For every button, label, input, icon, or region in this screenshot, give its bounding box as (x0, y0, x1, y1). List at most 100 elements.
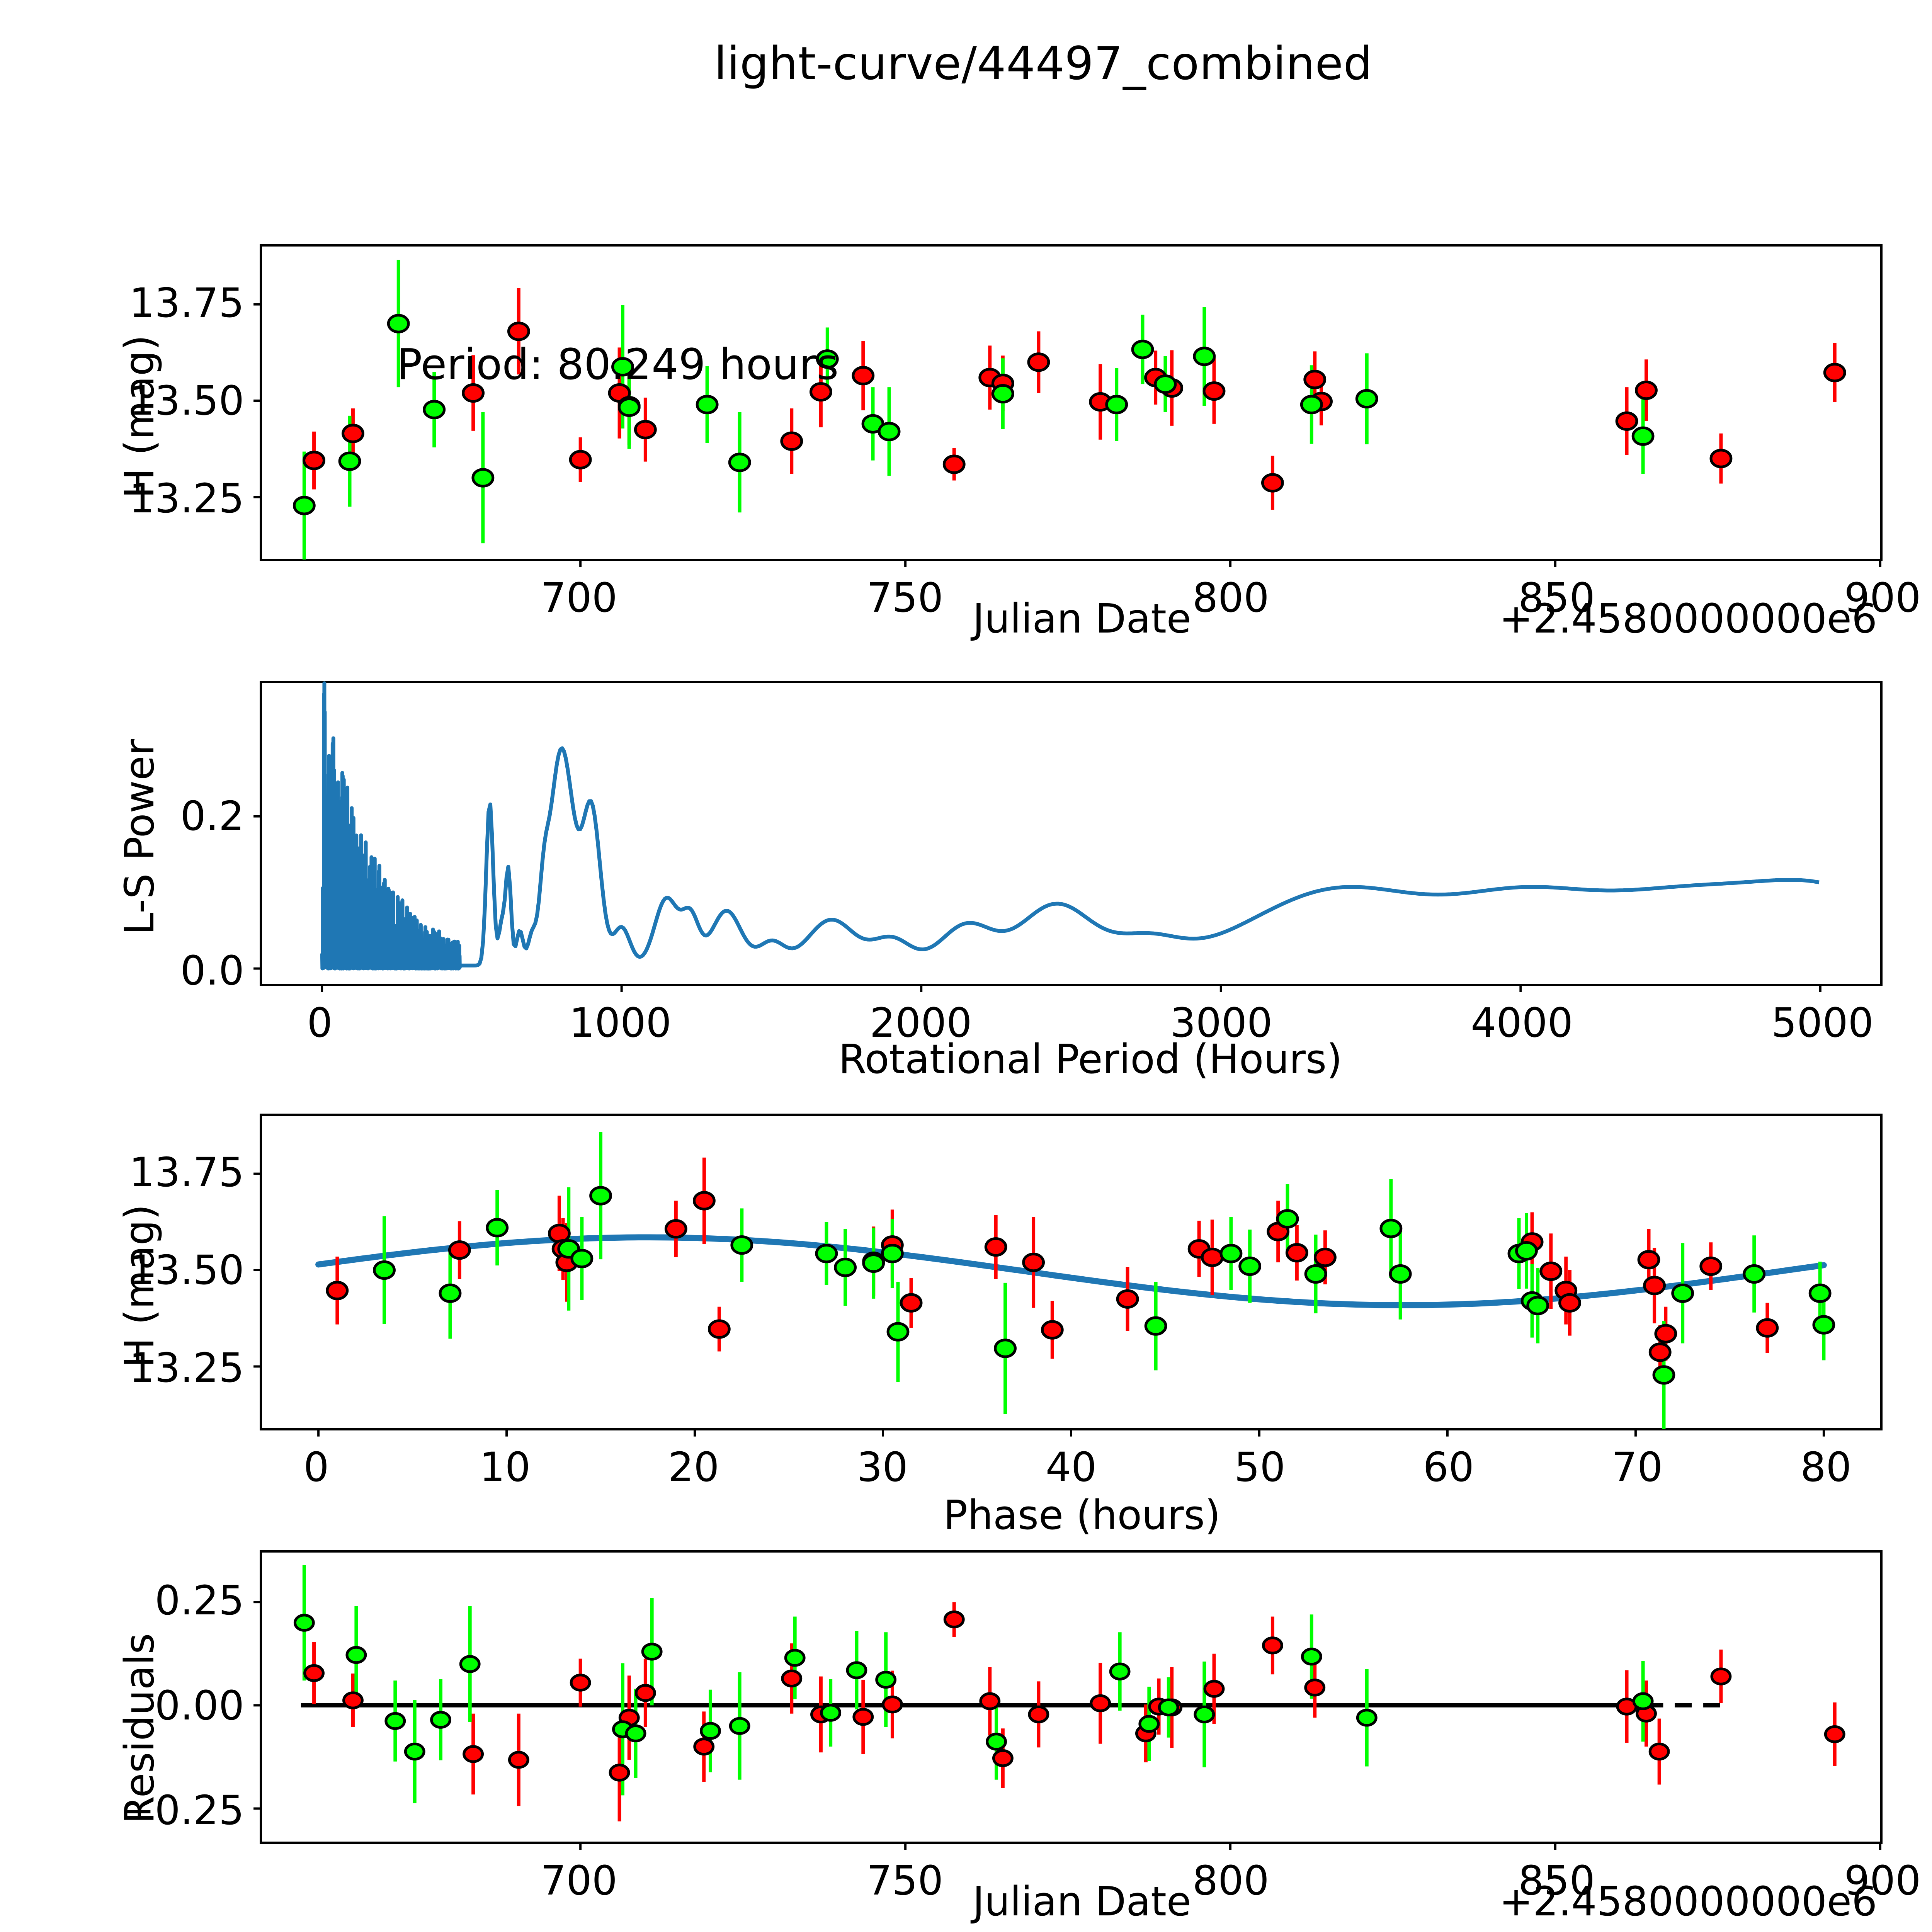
data-point (423, 400, 446, 420)
data-point (1756, 1318, 1779, 1338)
x-tick-label: 3000 (1170, 999, 1273, 1046)
data-point (1635, 380, 1658, 400)
data-point (1710, 1667, 1732, 1685)
data-point (634, 1684, 656, 1702)
x-tick-label: 50 (1234, 1444, 1286, 1491)
data-point (1654, 1324, 1677, 1344)
data-point (404, 1742, 425, 1761)
data-point (979, 1692, 1001, 1710)
data-point (641, 1643, 663, 1661)
data-point (1355, 389, 1378, 409)
data-point (303, 1664, 325, 1682)
panel-lightcurve-offset: +2.4580000000e6 (1499, 595, 1878, 642)
data-point (1699, 1256, 1723, 1276)
data-point (569, 450, 592, 469)
x-tick-label: 4000 (1471, 999, 1573, 1046)
data-point (820, 1704, 842, 1722)
data-point (1303, 370, 1327, 389)
panel-residuals-offset: +2.4580000000e6 (1499, 1878, 1878, 1925)
data-point (1105, 395, 1128, 415)
data-point (900, 1293, 923, 1313)
data-point (1301, 1648, 1322, 1666)
data-point (625, 1724, 646, 1743)
data-point (1824, 1725, 1845, 1743)
y-tick-label: 13.50 (129, 1246, 244, 1294)
data-point (1203, 1680, 1225, 1698)
data-point (992, 1749, 1014, 1767)
x-tick-label: 20 (668, 1444, 719, 1491)
y-tick-label: 13.25 (129, 1344, 244, 1392)
data-point (342, 1691, 364, 1709)
data-point (1314, 1247, 1337, 1267)
periodogram-line (320, 681, 1820, 971)
panel-residuals-axes (253, 1550, 1883, 1850)
data-point (664, 1219, 687, 1239)
panel-phase-folded-plot (253, 1132, 1835, 1437)
x-tick-label: 850 (1518, 574, 1595, 621)
data-point (570, 1673, 591, 1692)
x-tick-label: 80 (1800, 1444, 1852, 1491)
panel-periodogram: L-S Power Rotational Period (Hours) (116, 681, 1883, 1083)
marker-group-green (293, 1614, 1654, 1761)
data-point (1202, 381, 1226, 401)
data-point (609, 1764, 630, 1782)
data-point (730, 1235, 753, 1255)
data-point (570, 1248, 594, 1269)
data-point (1304, 1264, 1327, 1284)
y-tick-label: −0.25 (121, 1787, 244, 1834)
data-point (700, 1722, 721, 1740)
data-point (1637, 1250, 1660, 1270)
errorbar-group-red (312, 1602, 1837, 1821)
data-point (1526, 1296, 1549, 1315)
errorbar-group-green (302, 1565, 1645, 1803)
panel-residuals-xlabel: Julian Date (973, 1878, 1191, 1925)
panel-lightcurve: H (mag) Period: 80.249 hours Julian Date… (0, 0, 1932, 657)
data-point (1539, 1261, 1563, 1281)
panel-periodogram-xlabel: Rotational Period (Hours) (838, 1036, 1342, 1083)
panel-lightcurve-axes (253, 244, 1883, 567)
data-point (1131, 340, 1154, 359)
data-point (1158, 1698, 1179, 1716)
data-point (1379, 1219, 1403, 1238)
x-tick-label: 800 (1192, 1857, 1269, 1904)
data-point (984, 1237, 1007, 1257)
data-point (1615, 411, 1638, 431)
y-tick-label: 0.0 (180, 947, 244, 994)
data-point (1709, 449, 1733, 468)
data-point (728, 452, 751, 472)
data-point (994, 1338, 1017, 1358)
data-point (439, 1283, 462, 1303)
x-tick-label: 700 (541, 574, 617, 621)
data-point (784, 1649, 806, 1667)
panel-phase-folded: H (mag) Phase (hours) (116, 1114, 1883, 1539)
data-point (1090, 1694, 1111, 1713)
data-point (303, 451, 325, 470)
data-point (293, 496, 316, 515)
data-point (1285, 1243, 1308, 1263)
data-point (1027, 352, 1050, 372)
data-point (293, 1614, 315, 1632)
x-tick-label: 0 (307, 999, 333, 1046)
data-point (1743, 1264, 1766, 1284)
data-point (1116, 1289, 1139, 1309)
data-point (696, 395, 719, 415)
data-point (881, 1243, 904, 1264)
data-point (345, 1646, 367, 1664)
period-annotation: Period: 80.249 hours (396, 339, 839, 389)
y-tick-label: 0.2 (180, 793, 244, 840)
data-point (852, 366, 875, 386)
y-tick-label: 13.50 (129, 377, 244, 424)
data-point (780, 431, 803, 451)
data-point (1261, 473, 1284, 493)
x-tick-label: 10 (479, 1444, 531, 1491)
x-tick-label: 700 (541, 1857, 617, 1904)
data-point (387, 314, 410, 333)
data-point (459, 1655, 481, 1673)
data-point (634, 420, 657, 439)
data-point (1389, 1264, 1412, 1284)
panel-lightcurve-xlabel: Julian Date (973, 595, 1191, 642)
data-point (1808, 1283, 1832, 1303)
y-tick-label: 0.25 (155, 1577, 244, 1624)
data-point (986, 1733, 1007, 1751)
